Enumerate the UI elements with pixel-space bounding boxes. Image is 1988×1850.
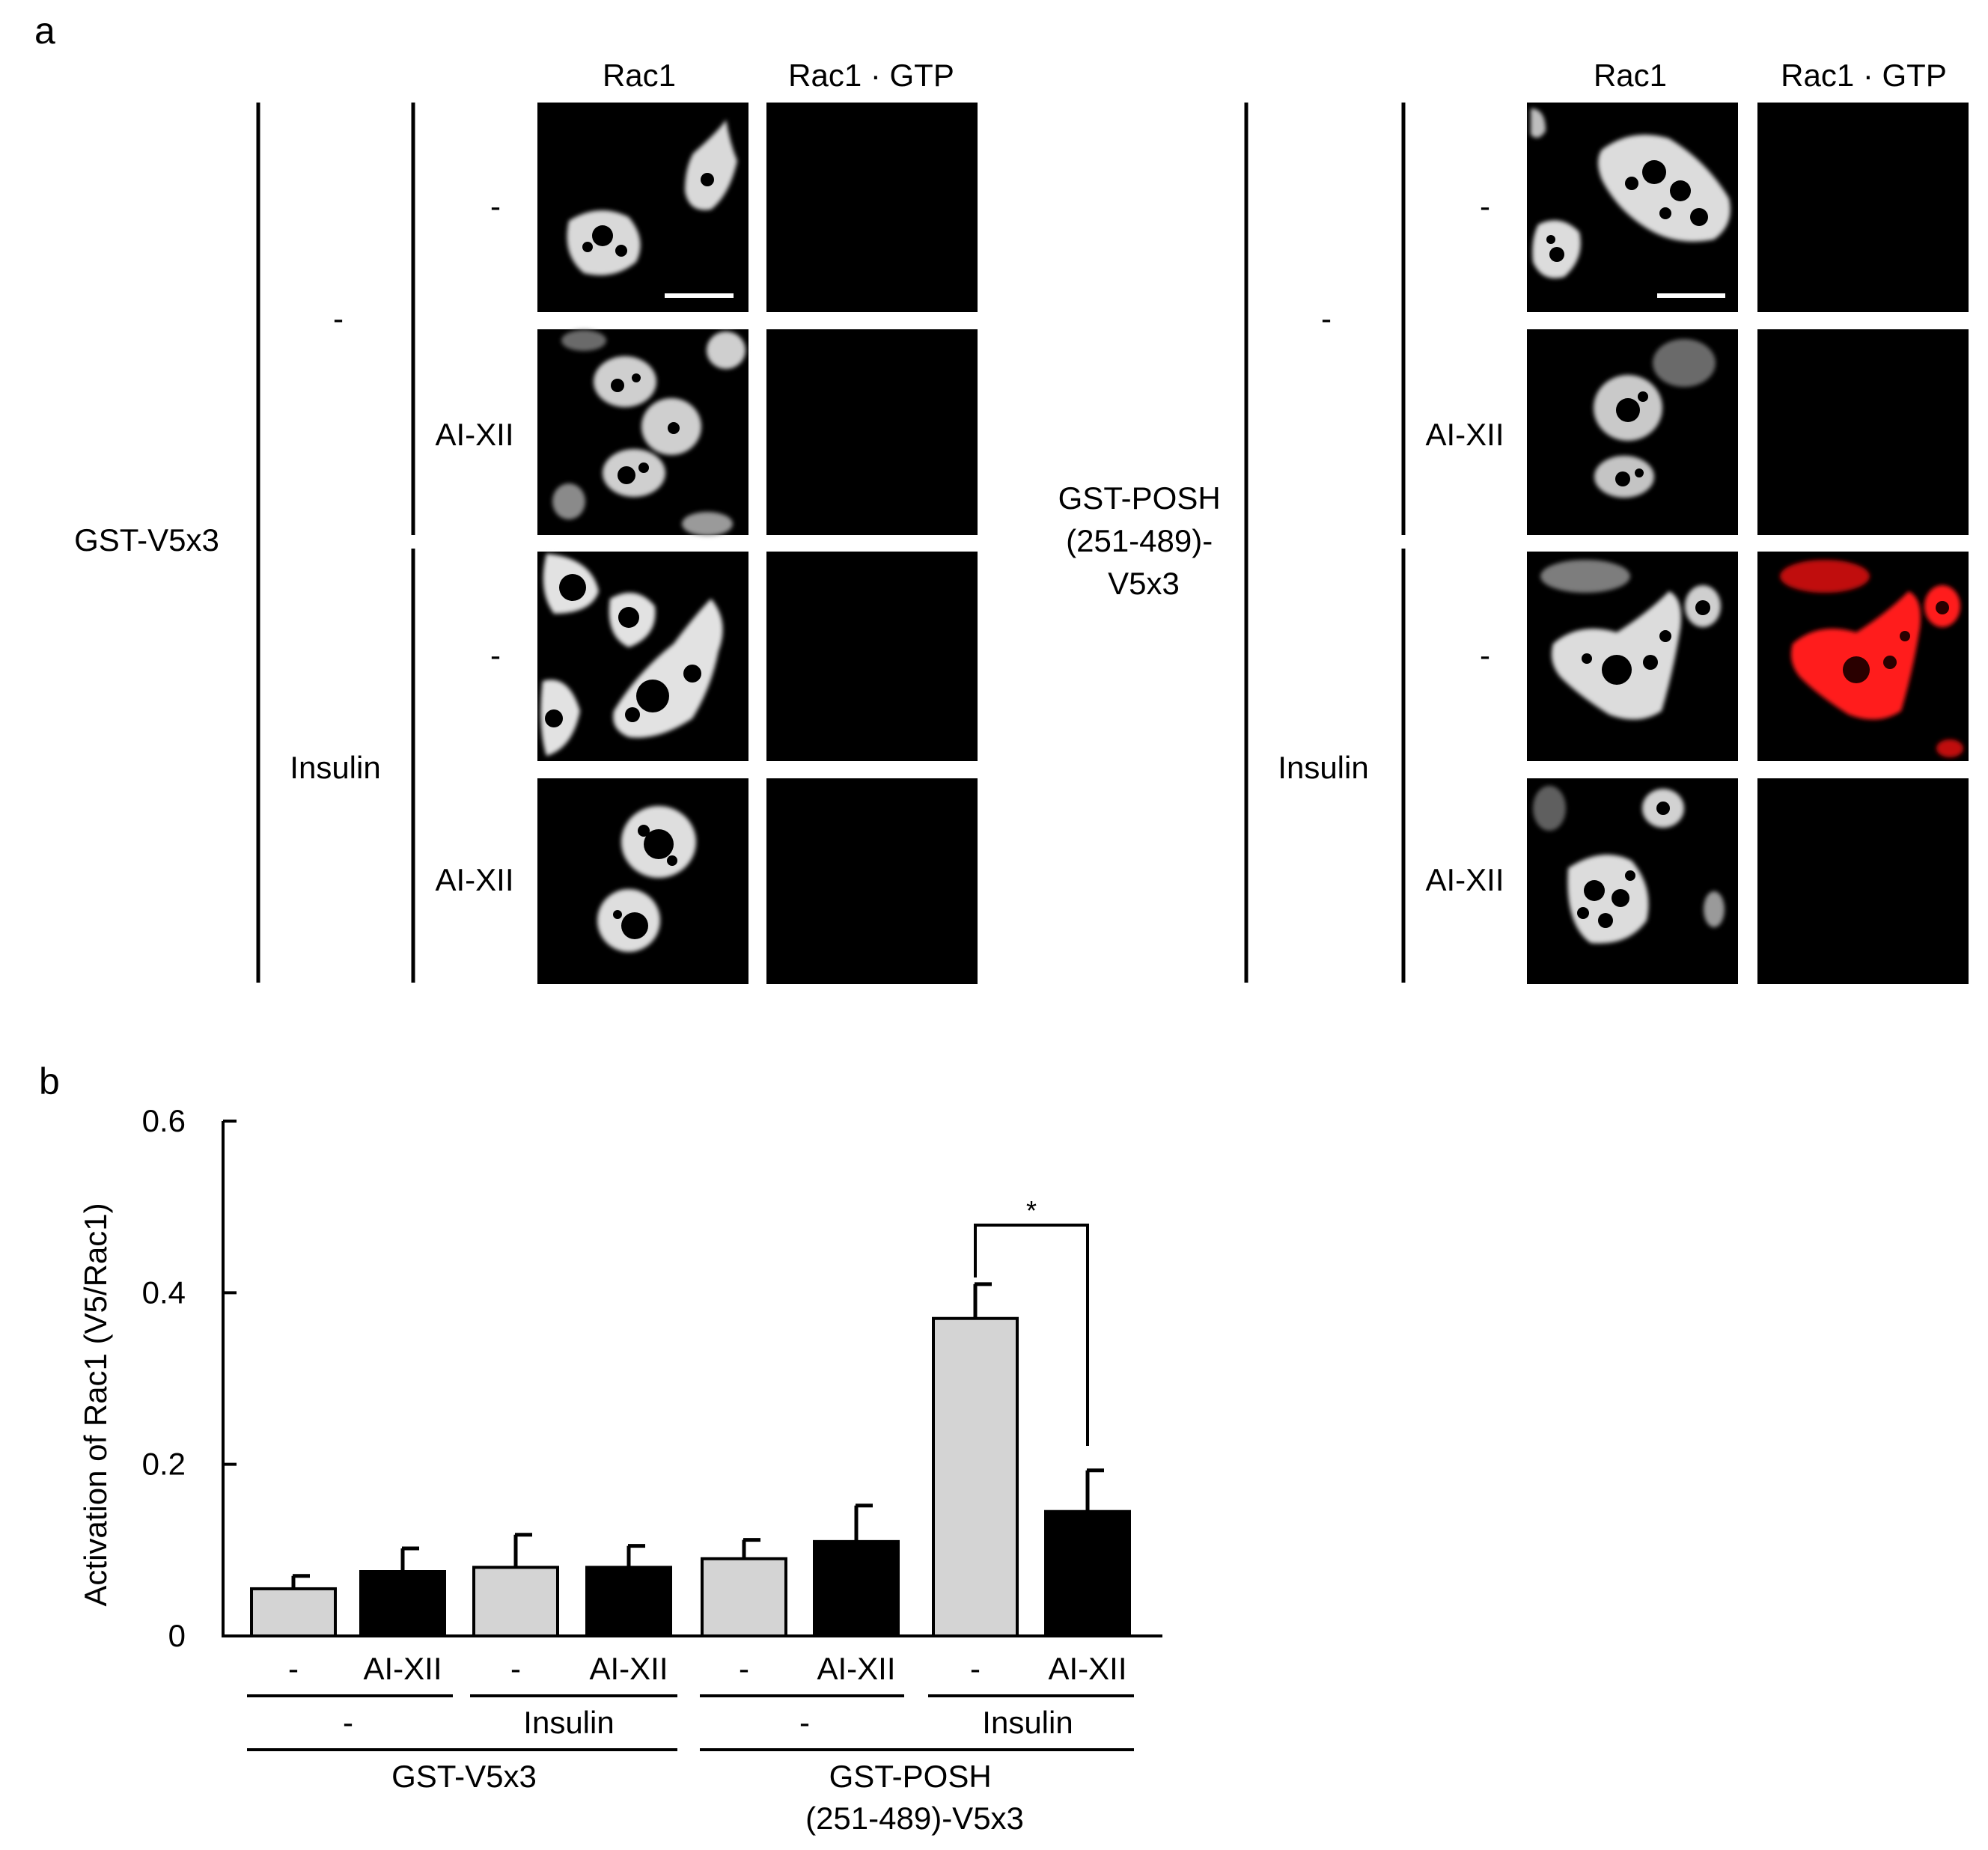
micrograph-rac1-row1 — [537, 103, 748, 312]
inhibitor-label-row4: AI-XII — [435, 862, 513, 897]
micrograph-rac1-gtp-row3 — [766, 552, 978, 761]
inhibitor-label-row2: AI-XII — [435, 417, 513, 452]
micrograph-rac1-row4 — [1527, 778, 1738, 984]
error-bar — [973, 1282, 992, 1319]
treatment-label-minus: - — [1321, 301, 1332, 336]
x-label-treatment: - — [343, 1705, 353, 1740]
x-label-inhibitor: AI-XII — [1048, 1651, 1126, 1686]
micrograph-rac1-row2 — [537, 329, 748, 536]
x-label-inhibitor: AI-XII — [363, 1651, 442, 1686]
micrograph-rac1-gtp-row1 — [1757, 103, 1969, 312]
column-header-rac1: Rac1 — [603, 58, 676, 93]
y-axis-label: Activation of Rac1 (V5/Rac1) — [78, 1203, 113, 1606]
construct-label: GST-POSH (251-489)- V5x3 — [1058, 480, 1230, 601]
y-tick-label: 0.4 — [142, 1274, 186, 1310]
panel-a-letter: a — [34, 10, 55, 52]
micrograph-rac1-gtp-row3 — [1757, 552, 1969, 761]
x-treatment-labels: - Insulin - Insulin — [343, 1705, 1073, 1740]
panel-a: a Rac1 Rac1 · GTP GST-V5x3 - Insulin - A… — [34, 10, 1969, 984]
column-header-rac1-gtp: Rac1 · GTP — [788, 58, 954, 93]
x-inhibitor-labels: - AI-XII - AI-XII - AI-XII - AI-XII — [288, 1651, 1127, 1686]
y-tick-label: 0 — [168, 1618, 186, 1653]
error-bar — [400, 1546, 419, 1572]
bar — [1044, 1509, 1131, 1637]
panel-b-letter: b — [39, 1060, 60, 1102]
x-label-inhibitor: - — [739, 1651, 749, 1686]
treatment-label-insulin: Insulin — [1278, 750, 1368, 785]
bar — [472, 1566, 559, 1637]
micrograph-rac1-row4 — [537, 778, 748, 984]
significance-star: * — [1026, 1195, 1037, 1226]
inhibitor-label-row4: AI-XII — [1425, 862, 1504, 897]
x-label-inhibitor: AI-XII — [817, 1651, 895, 1686]
bar — [701, 1557, 787, 1638]
x-label-construct: GST-V5x3 — [391, 1759, 537, 1794]
micrograph-rac1-gtp-row4 — [1757, 778, 1969, 984]
bars — [250, 1282, 1131, 1638]
treatment-label-insulin: Insulin — [290, 750, 380, 785]
micrograph-rac1-row1 — [1527, 103, 1738, 312]
x-label-inhibitor: AI-XII — [589, 1651, 668, 1686]
y-axis: 0 0.2 0.4 0.6 — [142, 1103, 237, 1653]
error-bar — [854, 1503, 873, 1542]
inhibitor-label-row2: AI-XII — [1425, 417, 1504, 452]
inhibitor-label-row1: - — [1480, 189, 1490, 224]
x-label-inhibitor: - — [970, 1651, 981, 1686]
inhibitor-label-row1: - — [490, 189, 501, 224]
inhibitor-label-row3: - — [1480, 638, 1490, 673]
y-tick-label: 0.2 — [142, 1447, 186, 1482]
micrograph-rac1-gtp-row4 — [766, 778, 978, 984]
error-bar — [626, 1544, 645, 1568]
bar — [932, 1316, 1019, 1637]
error-bar — [513, 1533, 532, 1568]
panel-b: b Activation of Rac1 (V5/Rac1) 0 0.2 0.4 0.… — [39, 1060, 1162, 1836]
micrograph-rac1-row3 — [1527, 552, 1738, 761]
x-label-treatment: Insulin — [523, 1705, 614, 1740]
y-tick-label: 0.6 — [142, 1103, 186, 1138]
x-label-construct: GST-POSH (251-489)-V5x3 — [805, 1759, 1024, 1836]
construct-label: GST-V5x3 — [74, 522, 219, 558]
panel-a-group-left: Rac1 Rac1 · GTP GST-V5x3 - Insulin - AI-… — [74, 58, 978, 984]
treatment-label-minus: - — [333, 301, 344, 336]
micrograph-rac1-row2 — [1527, 329, 1738, 535]
error-bar — [291, 1574, 310, 1589]
micrograph-rac1-gtp-row2 — [766, 329, 978, 535]
micrograph-rac1-gtp-row1 — [766, 103, 978, 312]
inhibitor-label-row3: - — [490, 638, 501, 673]
micrograph-rac1-gtp-row2 — [1757, 329, 1969, 535]
bar — [359, 1570, 446, 1637]
x-label-inhibitor: - — [288, 1651, 299, 1686]
micrograph-rac1-row3 — [537, 552, 748, 761]
column-header-rac1: Rac1 — [1594, 58, 1667, 93]
x-construct-labels: GST-V5x3 GST-POSH (251-489)-V5x3 — [391, 1759, 1024, 1836]
bar — [813, 1539, 900, 1638]
x-label-inhibitor: - — [510, 1651, 521, 1686]
column-header-rac1-gtp: Rac1 · GTP — [1781, 58, 1947, 93]
error-bar — [1085, 1468, 1104, 1512]
significance-bracket: * — [974, 1195, 1089, 1446]
error-bar — [742, 1538, 760, 1559]
bar — [250, 1587, 337, 1638]
x-label-treatment: - — [799, 1705, 810, 1740]
bar — [585, 1566, 672, 1637]
panel-a-group-right: Rac1 Rac1 · GTP GST-POSH (251-489)- V5x3… — [1058, 58, 1969, 984]
x-label-treatment: Insulin — [982, 1705, 1073, 1740]
